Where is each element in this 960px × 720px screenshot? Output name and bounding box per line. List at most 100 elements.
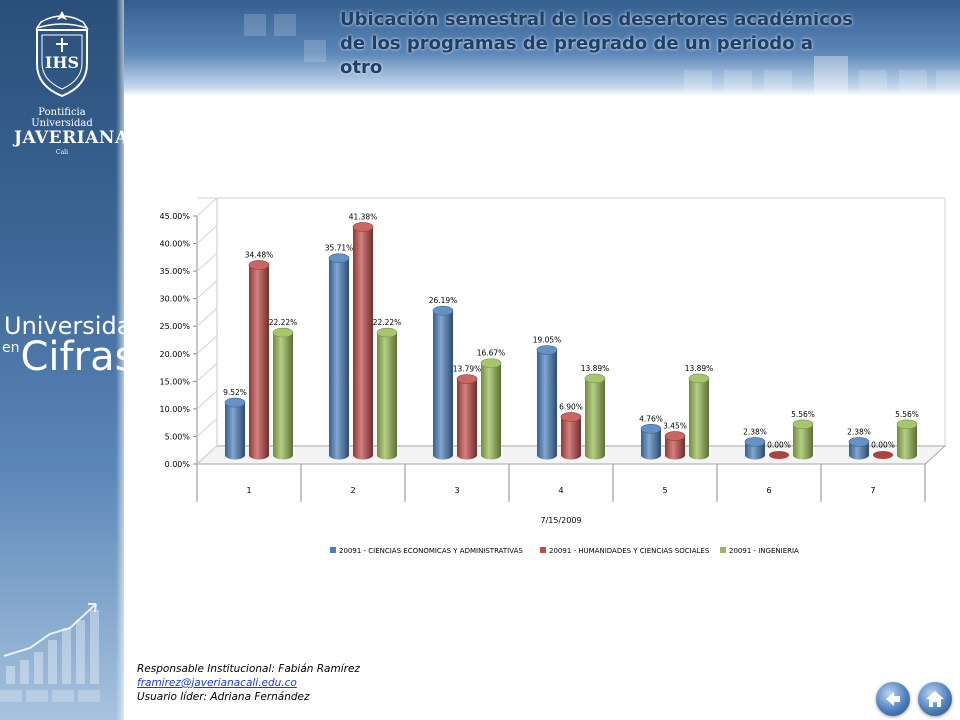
x-tick-label: 7 [870, 486, 875, 495]
data-label: 0.00% [871, 441, 895, 450]
x-tick-label: 6 [766, 486, 771, 495]
bar [744, 437, 766, 460]
data-label: 2.38% [847, 427, 871, 436]
brand-line2: Cifras [20, 334, 136, 380]
university-logo: IHS Pontificia Universidad JAVERIANA Cal… [14, 8, 129, 156]
y-tick-label: 0.00% [165, 460, 191, 469]
y-tick-label: 20.00% [160, 350, 190, 359]
footer: Responsable Institucional: Fabián Ramíre… [137, 662, 360, 704]
bar-body [561, 416, 581, 460]
arrow-left-icon [886, 692, 900, 706]
bar [896, 419, 918, 460]
y-tick-label: 45.00% [160, 212, 190, 221]
bar [432, 305, 454, 460]
bar-body [353, 226, 373, 460]
data-label: 19.05% [533, 336, 562, 345]
data-label: 34.48% [245, 250, 274, 259]
bar [664, 431, 686, 460]
back-button[interactable] [876, 682, 910, 716]
bar [584, 373, 606, 460]
bar-top [480, 358, 502, 368]
data-label: 13.89% [685, 364, 714, 373]
x-tick-label: 2 [350, 486, 355, 495]
data-label: 5.56% [895, 410, 919, 419]
bar-chart: 0.00%5.00%10.00%15.00%20.00%25.00%30.00%… [160, 197, 947, 555]
brand-universidad-en-cifras: Universidad enCifras [0, 312, 147, 380]
legend-swatch [720, 547, 726, 553]
bar-body [377, 332, 397, 460]
email-link[interactable]: framirez@javerianacali.edu.co [137, 677, 297, 689]
emblem-icon: IHS [35, 11, 89, 98]
growth-bars-decoration [0, 603, 100, 702]
bar-top [376, 327, 398, 338]
bar-top [744, 437, 766, 447]
bar-top [352, 222, 374, 232]
bar-body [249, 264, 269, 460]
bar [248, 260, 270, 460]
bar-body [457, 379, 477, 460]
bar-top [328, 253, 350, 263]
bar-body [793, 424, 813, 460]
bar-body [481, 363, 502, 460]
university-name-line1: Pontificia Universidad [31, 107, 93, 129]
bar-top [896, 419, 918, 430]
bar [536, 345, 558, 460]
bar [688, 373, 710, 460]
data-label: 2.38% [743, 427, 767, 436]
y-tick-label: 35.00% [160, 267, 190, 276]
bar-top [432, 305, 454, 316]
bar-top [688, 373, 710, 384]
data-label: 5.56% [791, 410, 815, 419]
bar-top [560, 412, 582, 422]
bar-top [536, 345, 558, 355]
x-axis-label: 7/15/2009 [540, 516, 581, 525]
bar-top [224, 397, 246, 408]
bar-body [745, 441, 765, 460]
legend-swatch [330, 547, 336, 553]
home-icon [926, 691, 944, 707]
brand-en: en [2, 340, 20, 356]
bar [328, 253, 350, 460]
y-tick-label: 40.00% [160, 240, 190, 249]
brand-line1: Universidad [4, 312, 147, 340]
x-axis: 1 2 3 4 5 6 7 7/15/2009 [196, 464, 926, 525]
data-label: 22.22% [373, 318, 402, 327]
data-label: 41.38% [349, 212, 378, 221]
bar-top [792, 419, 814, 430]
bar [456, 374, 478, 460]
data-label: 9.52% [223, 388, 247, 397]
home-button[interactable] [918, 682, 952, 716]
bar-top [848, 437, 870, 447]
bar [272, 327, 294, 460]
university-name-line2: JAVERIANA [14, 128, 129, 148]
bar-top [664, 431, 686, 441]
data-label: 13.79% [453, 365, 482, 374]
legend-label: 20091 - HUMANIDADES Y CIENCIAS SOCIALES [549, 547, 710, 555]
legend-label: 20091 - INGENIERIA [729, 547, 799, 555]
bar-top [584, 373, 606, 384]
bar [352, 222, 374, 460]
y-tick-label: 15.00% [160, 377, 190, 386]
header-banner [124, 0, 960, 96]
sidebar: IHS Pontificia Universidad JAVERIANA Cal… [0, 0, 147, 720]
bar-top [769, 450, 789, 460]
x-tick-label: 5 [662, 486, 667, 495]
legend-swatch [540, 547, 546, 553]
y-axis: 0.00% 5.00% 10.00% 15.00% 20.00% 25.00% 30.00%… [160, 197, 218, 469]
bar [640, 423, 662, 460]
data-label: 22.22% [269, 318, 298, 327]
x-tick-label: 1 [246, 486, 251, 495]
bar [376, 327, 398, 460]
bar [224, 397, 246, 460]
bar-body [273, 332, 293, 460]
sidebar-edge [116, 0, 124, 720]
bar-top [248, 260, 270, 270]
bar-body [665, 435, 685, 460]
y-tick-label: 25.00% [160, 322, 190, 331]
bar [792, 419, 814, 460]
data-label: 4.76% [639, 414, 663, 423]
bar-top [456, 374, 478, 384]
bar-body [689, 378, 709, 460]
bar-body [897, 424, 917, 460]
bar [769, 450, 789, 460]
